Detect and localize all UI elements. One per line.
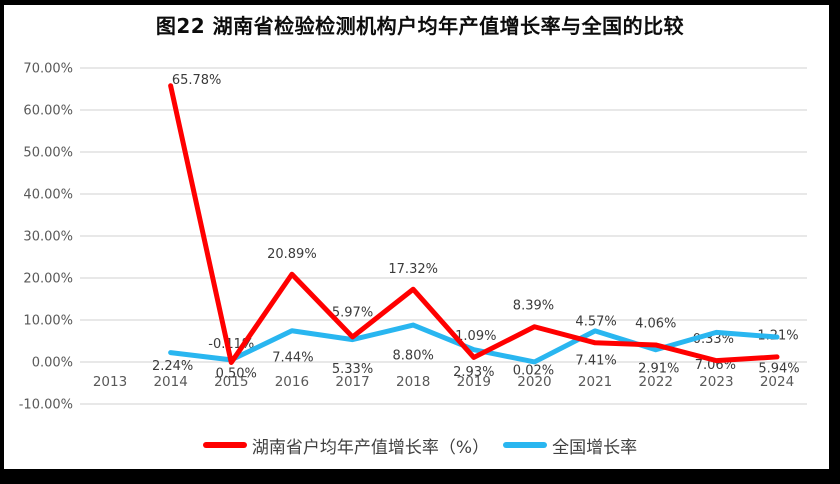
data-label-series-1: 2.91%: [638, 361, 679, 376]
x-axis-tick-label: 2020: [517, 374, 551, 390]
data-label-series-1: 8.80%: [393, 349, 434, 364]
data-label-series-0: 17.32%: [388, 262, 438, 277]
hunan-series-line-swatch-icon: [202, 442, 247, 448]
data-label-series-1: 0.02%: [513, 363, 554, 378]
y-axis-tick-label: 70.00%: [23, 62, 73, 77]
x-axis-tick-label: 2015: [214, 374, 248, 390]
data-label-series-0: 5.97%: [332, 305, 373, 320]
series-line-hunan: [168, 83, 780, 365]
y-axis-tick-label: 60.00%: [23, 104, 73, 119]
series-line-national: [168, 322, 780, 365]
legend-label-hunan: 湖南省户均年产值增长率（%）: [251, 437, 490, 458]
data-label-series-0: 4.57%: [575, 314, 616, 329]
y-axis-tick-label: 30.00%: [23, 230, 73, 245]
legend-label-national: 全国增长率: [552, 437, 638, 458]
x-axis-tick-label: 2018: [396, 374, 430, 390]
data-label-series-1: 5.33%: [332, 362, 373, 377]
data-label-series-0: 4.06%: [635, 316, 676, 331]
x-axis-tick-label: 2022: [639, 374, 673, 390]
x-axis-tick-label: 2014: [153, 374, 187, 390]
y-axis-tick-label: 10.00%: [23, 314, 73, 329]
y-axis-tick-label: 50.00%: [23, 146, 73, 161]
data-label-series-0: 65.78%: [172, 73, 222, 88]
x-axis-tick-label: 2024: [760, 374, 794, 390]
data-label-series-1: 2.24%: [152, 359, 193, 374]
national-series-line-swatch-icon: [503, 442, 548, 448]
legend-item-hunan: 湖南省户均年产值增长率（%）: [202, 433, 490, 458]
data-label-series-1: 0.50%: [216, 366, 257, 381]
data-label-series-1: 5.94%: [758, 362, 799, 377]
x-axis-tick-label: 2013: [93, 374, 127, 390]
data-label-series-0: 1.09%: [455, 329, 496, 344]
data-label-series-0: 8.39%: [513, 298, 554, 313]
x-axis-tick-label: 2019: [457, 374, 491, 390]
legend-item-national: 全国增长率: [503, 433, 637, 458]
y-axis-tick-label: 40.00%: [23, 188, 73, 203]
y-axis-tick-label: 20.00%: [23, 272, 73, 287]
data-label-series-0: 20.89%: [267, 247, 317, 262]
x-axis-tick-label: 2023: [699, 374, 733, 390]
x-axis-tick-label: 2016: [275, 374, 309, 390]
y-axis-tick-label: -10.00%: [19, 398, 73, 413]
x-axis-tick-label: 2021: [578, 374, 612, 390]
chart-title: 图22 湖南省检验检测机构户均年产值增长率与全国的比较: [155, 14, 685, 38]
data-label-series-1: 2.93%: [453, 365, 494, 380]
y-axis-tick-label: 0.00%: [32, 356, 73, 371]
chart-legend: 湖南省户均年产值增长率（%） 全国增长率: [0, 433, 840, 458]
x-axis-tick-label: 2017: [335, 374, 369, 390]
data-label-series-1: 7.41%: [575, 353, 616, 368]
data-label-series-1: 7.44%: [272, 350, 313, 365]
